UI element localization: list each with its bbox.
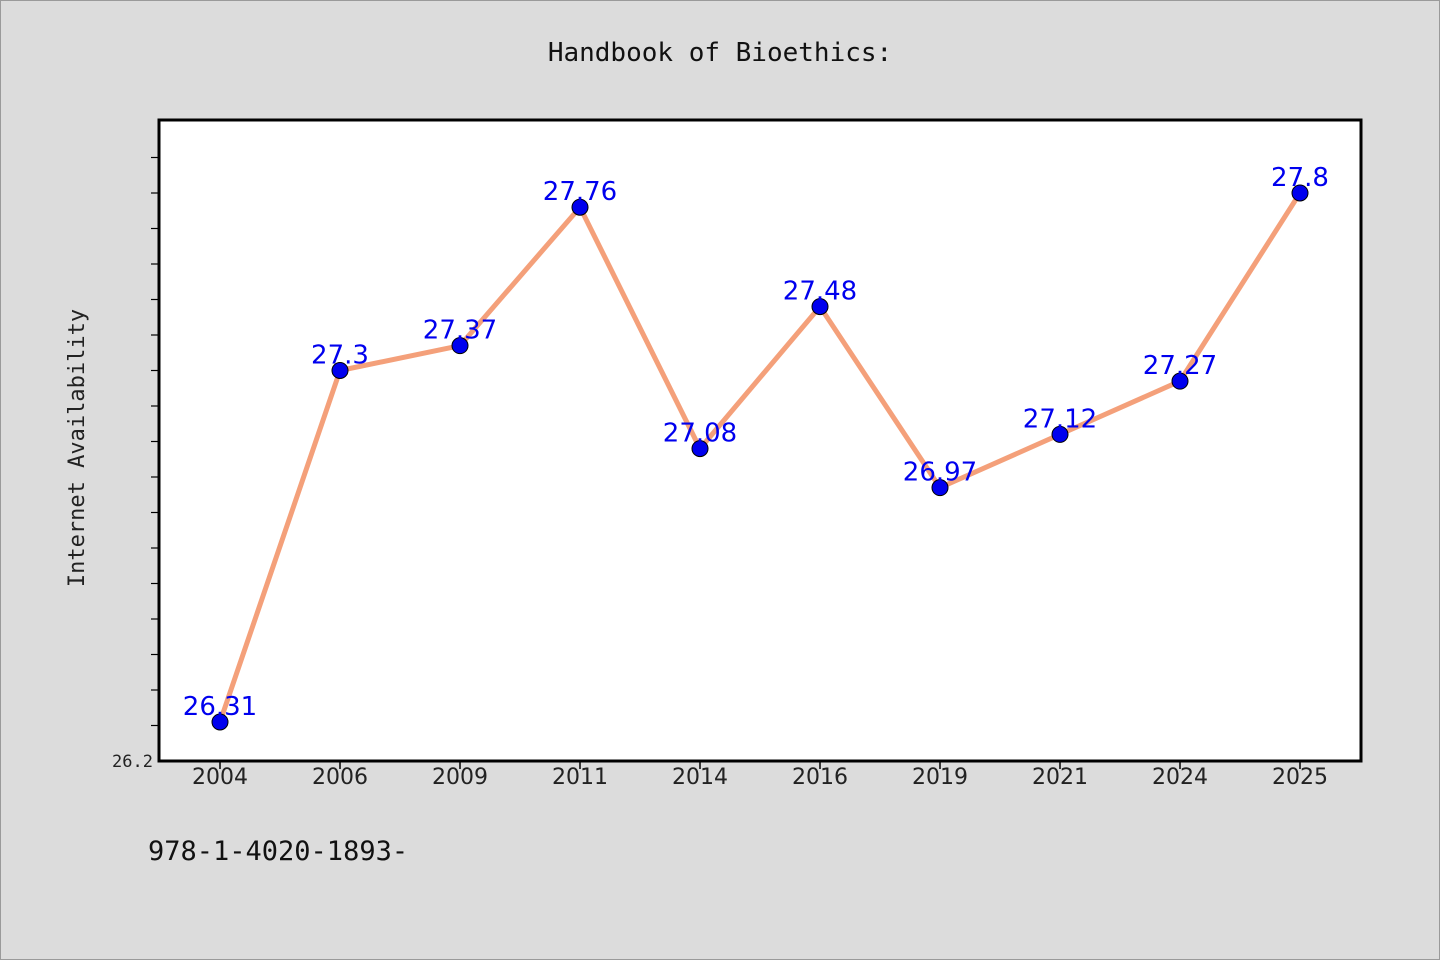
data-point (1051, 425, 1069, 443)
series-line (217, 190, 1303, 725)
plot-area (157, 118, 1363, 763)
data-label: 27.37 (423, 316, 497, 346)
data-labels: 26.31 27.3 27.37 27.76 27.08 27.48 26.97 27.12 2… (183, 163, 1329, 722)
chart-title: Handbook of Bioethics: (548, 38, 892, 68)
data-label: 26.31 (183, 692, 257, 722)
x-tick-label: 2024 (1152, 765, 1208, 790)
x-tick-label: 2016 (792, 765, 848, 790)
y-tick-label: 26.2 (112, 752, 153, 772)
data-point (211, 713, 229, 731)
data-point (811, 298, 829, 316)
x-tick-label: 2004 (192, 765, 248, 790)
isbn-footer: 978-1-4020-1893- (148, 836, 409, 867)
data-label: 27.48 (783, 277, 857, 307)
data-point (331, 362, 349, 379)
x-tick-label: 2011 (552, 765, 608, 790)
y-axis-ticks: 26.2 (112, 156, 159, 772)
data-markers (211, 184, 1309, 731)
data-point (451, 337, 469, 355)
data-point (931, 479, 949, 497)
x-axis-ticks: 2004 2006 2009 2011 2014 2016 2019 2021 2024 2025 (192, 761, 1328, 790)
data-point (691, 440, 709, 458)
x-tick-label: 2019 (912, 765, 968, 790)
data-label: 27.08 (663, 419, 737, 449)
x-tick-label: 2014 (672, 765, 728, 790)
data-label: 27.12 (1023, 404, 1097, 434)
x-tick-label: 2025 (1272, 765, 1328, 790)
data-label: 27.27 (1143, 351, 1217, 381)
data-point (1291, 184, 1309, 202)
data-point (571, 198, 589, 216)
x-tick-label: 2021 (1032, 765, 1088, 790)
data-point (1171, 372, 1189, 390)
data-label: 27.3 (311, 341, 369, 371)
data-label: 27.8 (1271, 163, 1329, 193)
x-tick-label: 2006 (312, 765, 368, 790)
x-tick-label: 2009 (432, 765, 488, 790)
y-axis-label: Internet Availability (65, 309, 90, 587)
data-label: 26.97 (903, 458, 977, 488)
data-label: 27.76 (543, 177, 617, 207)
